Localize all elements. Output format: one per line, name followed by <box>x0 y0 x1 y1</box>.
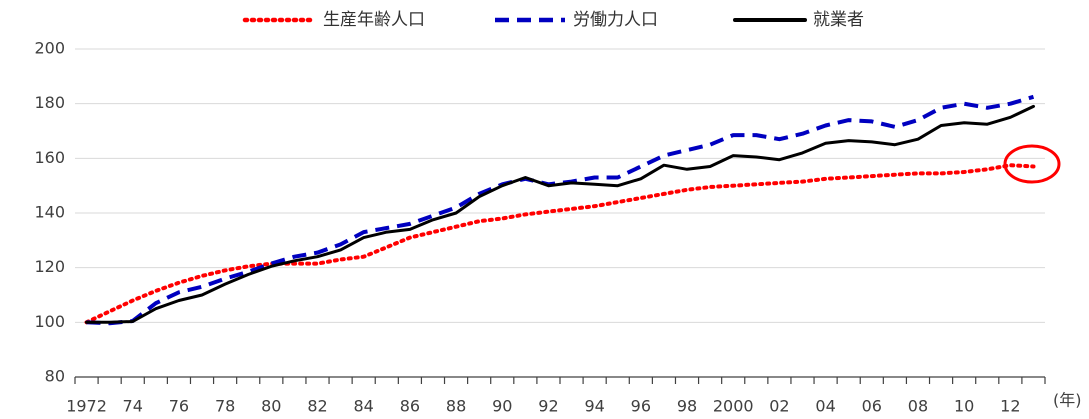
x-tick-label: 90 <box>492 397 512 416</box>
x-tick-label: 84 <box>354 397 374 416</box>
y-tick-label: 100 <box>34 312 65 331</box>
x-tick-label: 82 <box>307 397 327 416</box>
x-tick-label: 74 <box>123 397 143 416</box>
x-tick-label: 12 <box>1000 397 1020 416</box>
y-tick-label: 200 <box>34 39 65 58</box>
x-tick-label: 1972 <box>66 397 107 416</box>
x-tick-label: 04 <box>815 397 835 416</box>
x-tick-label: 96 <box>631 397 651 416</box>
legend: 生産年齢人口 労働力人口 就業者 <box>242 10 864 30</box>
x-tick-label: 88 <box>446 397 466 416</box>
x-tick-label: 86 <box>400 397 420 416</box>
x-tick-label: 78 <box>215 397 235 416</box>
x-tick-label: 02 <box>769 397 789 416</box>
x-tick-label: 92 <box>538 397 558 416</box>
x-tick-label: 06 <box>862 397 882 416</box>
x-tick-label: 10 <box>954 397 974 416</box>
series-line <box>85 104 1035 324</box>
x-unit-label: (年) <box>1053 391 1082 410</box>
x-tick-label: 98 <box>677 397 697 416</box>
y-tick-label: 160 <box>34 148 65 167</box>
y-tick-label: 140 <box>34 203 65 222</box>
highlight-circle <box>1003 144 1061 184</box>
series-line <box>84 163 1036 325</box>
x-tick-label: 94 <box>584 397 604 416</box>
x-tick-label: 76 <box>169 397 189 416</box>
x-tick-label: 80 <box>261 397 281 416</box>
y-tick-label: 180 <box>34 93 65 112</box>
y-tick-label: 120 <box>34 257 65 276</box>
legend-label: 就業者 <box>813 10 864 30</box>
legend-label: 労働力人口 <box>573 10 658 30</box>
y-tick-label: 80 <box>45 367 65 386</box>
x-tick-label: 08 <box>908 397 928 416</box>
legend-label: 生産年齢人口 <box>323 10 425 30</box>
x-tick-label: 2000 <box>713 397 754 416</box>
